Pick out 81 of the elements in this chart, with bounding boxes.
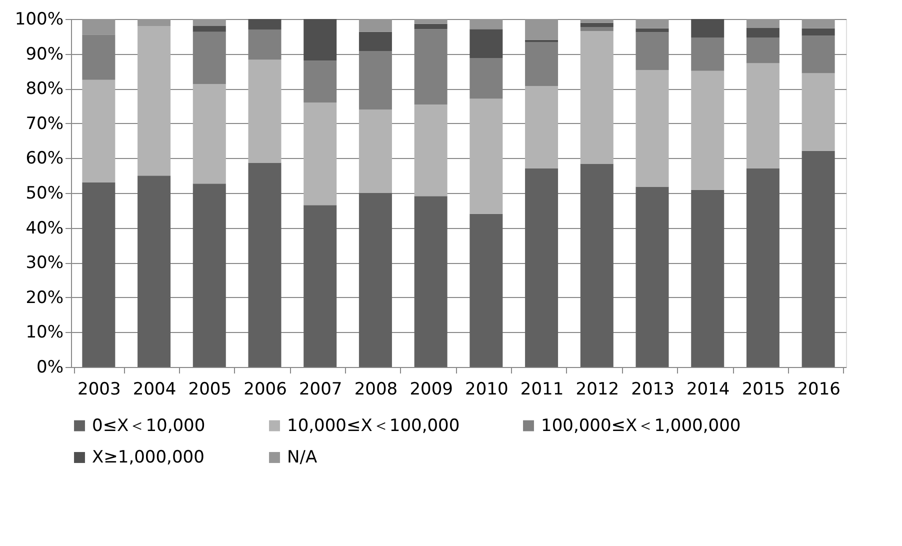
legend-label: 10,000≤X＜100,000 [287,416,460,436]
bar [470,29,503,58]
bar [358,19,392,32]
y-tick-label: 70% [26,114,64,134]
x-tick-label: 2011 [520,380,564,400]
bar [414,19,448,24]
y-tick-label: 60% [26,148,64,169]
y-tick-label: 40% [26,218,64,238]
y-tick-label: 0% [36,358,64,378]
x-tick-label: 2003 [78,380,121,400]
bar [636,19,669,28]
bar [192,184,226,367]
bar [358,109,392,193]
bar [802,150,835,367]
x-tick-label: 2007 [298,380,342,400]
bar [304,19,337,61]
y-tick-label: 90% [26,44,64,64]
x-tick-label: 2004 [132,380,176,400]
bar [248,162,282,367]
bar [82,182,116,367]
x-tick-label: 2012 [576,380,620,400]
bar [138,26,171,176]
bar [470,214,503,367]
bar [414,24,448,30]
y-tick-label: 80% [26,79,64,100]
bar [192,26,226,32]
bar [691,190,724,367]
x-tick-label: 2005 [188,380,232,400]
bar [138,176,171,367]
bar [580,19,614,23]
x-tick-label: 2013 [631,380,674,400]
bar [525,86,558,168]
bar [802,73,835,151]
bar [358,193,392,367]
bar [636,186,669,367]
y-tick-label: 100% [14,10,64,30]
bar [82,19,116,35]
bar [580,164,614,367]
bar [636,28,669,32]
y-tick-label: 20% [26,288,64,308]
bar [691,70,724,190]
bar [82,80,116,183]
legend-label: 0≤X＜10,000 [92,416,206,436]
bar [304,102,337,206]
bar [304,205,337,367]
legend-label: X≥1,000,000 [92,448,204,468]
legend-label: 100,000≤X＜1,000,000 [541,416,741,436]
y-tick-label: 30% [26,253,64,274]
bar [691,19,724,38]
bar [414,104,448,196]
bar [746,63,780,168]
bar [248,19,282,30]
bar [192,84,226,184]
bar [525,19,558,40]
bar [138,19,171,26]
legend-label: N/A [287,448,318,468]
bar [470,98,503,214]
y-tick-label: 50% [26,184,64,204]
y-tick-label: 10% [26,322,64,343]
bar [525,168,558,367]
bar [802,19,835,28]
x-tick-label: 2006 [244,380,287,400]
bar [636,70,669,187]
bar [802,28,835,36]
bar [580,27,614,32]
x-tick-label: 2015 [742,380,786,400]
x-tick-label: 2014 [686,380,730,400]
bar [470,19,503,30]
x-tick-label: 2009 [410,380,453,400]
x-tick-label: 2008 [354,380,398,400]
bar [358,32,392,52]
bar [746,28,780,38]
bar [746,19,780,28]
bar [414,196,448,367]
bar [746,168,780,367]
x-tick-label: 2010 [465,380,508,400]
bar [192,19,226,26]
bar [248,60,282,163]
bar [580,31,614,164]
bar [580,22,614,28]
x-tick-label: 2016 [797,380,840,400]
